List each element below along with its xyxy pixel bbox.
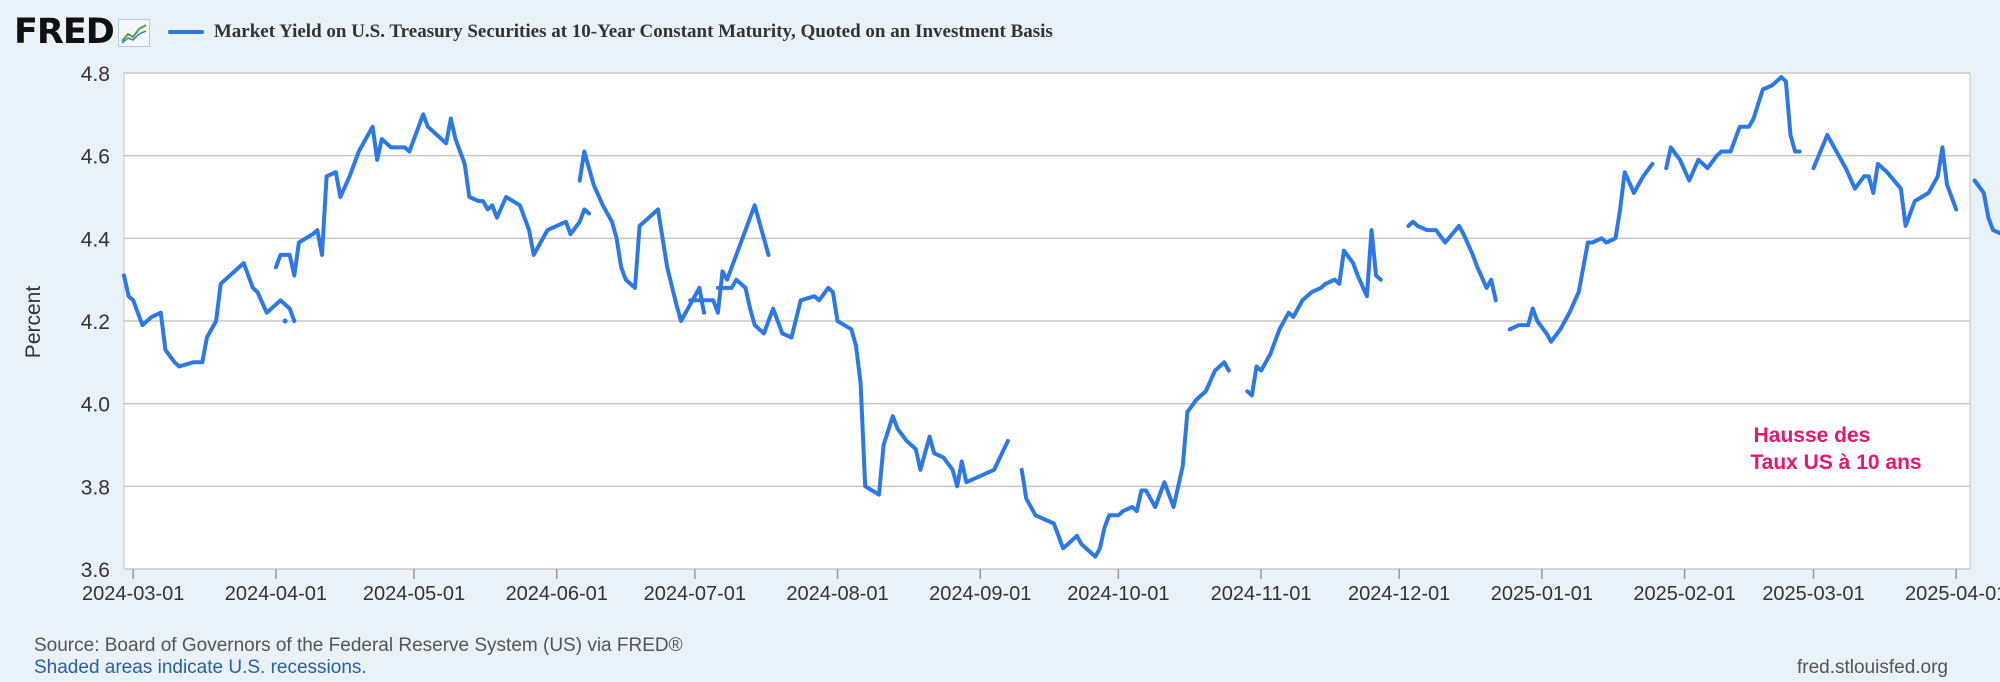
x-tick-label: 2024-11-01 — [1211, 583, 1312, 605]
x-tick-label: 2024-10-01 — [1067, 583, 1169, 605]
series-segment[interactable] — [1811, 133, 1959, 228]
x-tick-label: 2024-08-01 — [786, 583, 888, 605]
x-tick-label: 2025-02-01 — [1633, 583, 1735, 605]
series-segment[interactable] — [1507, 161, 1655, 344]
y-tick-label: 4.8 — [81, 63, 110, 86]
series-segment[interactable] — [715, 277, 1010, 497]
fred-logo[interactable]: FRED — [14, 12, 115, 52]
fred-url[interactable]: fred.stlouisfed.org — [1796, 657, 1948, 678]
x-tick-label: 2024-05-01 — [363, 583, 465, 605]
chart-header: FRED Market Yield on U.S. Treasury Secur… — [14, 12, 1053, 52]
x-tick-label: 2024-12-01 — [1348, 583, 1450, 605]
y-axis-label: Percent — [22, 286, 45, 359]
y-tick-label: 3.8 — [81, 476, 110, 499]
annotation-line-1: Hausse des — [1754, 424, 1871, 447]
annotation-line-2: Taux US à 10 ans — [1750, 451, 1921, 474]
series-segment[interactable] — [273, 112, 591, 278]
legend-series-label[interactable]: Market Yield on U.S. Treasury Securities… — [213, 21, 1053, 42]
line-chart-icon — [117, 19, 150, 47]
grid-lines — [124, 72, 1970, 570]
x-tick-label: 2024-06-01 — [506, 583, 608, 605]
series-segment[interactable] — [1406, 219, 1498, 303]
recessions-link[interactable]: Shaded areas indicate U.S. recessions. — [34, 657, 367, 678]
y-tick-label: 4.0 — [81, 394, 110, 417]
series-segment[interactable] — [122, 261, 297, 369]
series-line[interactable] — [122, 75, 2000, 559]
x-tick-label: 2024-03-01 — [82, 583, 184, 605]
y-tick-label: 4.6 — [81, 146, 110, 169]
series-segment[interactable] — [688, 203, 771, 315]
series-segment[interactable] — [1664, 75, 1802, 183]
x-tick-label: 2024-09-01 — [929, 583, 1031, 605]
y-tick-label: 3.6 — [81, 559, 110, 582]
legend-swatch — [167, 30, 204, 34]
y-tick-label: 4.4 — [81, 228, 111, 251]
series-point[interactable] — [282, 318, 288, 324]
source-note: Source: Board of Governors of the Federa… — [34, 635, 683, 656]
y-axis-ticks: 3.6 3.8 4.0 4.2 4.4 4.6 4.8 — [81, 63, 111, 582]
x-tick-label: 2024-07-01 — [644, 583, 746, 605]
x-tick-label: 2024-04-01 — [225, 583, 327, 605]
x-tick-label: 2025-03-01 — [1762, 583, 1864, 605]
series-segment[interactable] — [1019, 360, 1231, 559]
x-tick-label: 2025-04-01 — [1905, 583, 2000, 605]
series-segment[interactable] — [577, 149, 706, 323]
x-axis-ticks: 2024-03-01 2024-04-01 2024-05-01 2024-06-01… — [82, 569, 2000, 605]
series-segment[interactable] — [1245, 228, 1383, 398]
y-tick-label: 4.2 — [81, 311, 110, 334]
series-segment[interactable] — [1972, 178, 2000, 400]
x-tick-label: 2025-01-01 — [1491, 583, 1593, 605]
